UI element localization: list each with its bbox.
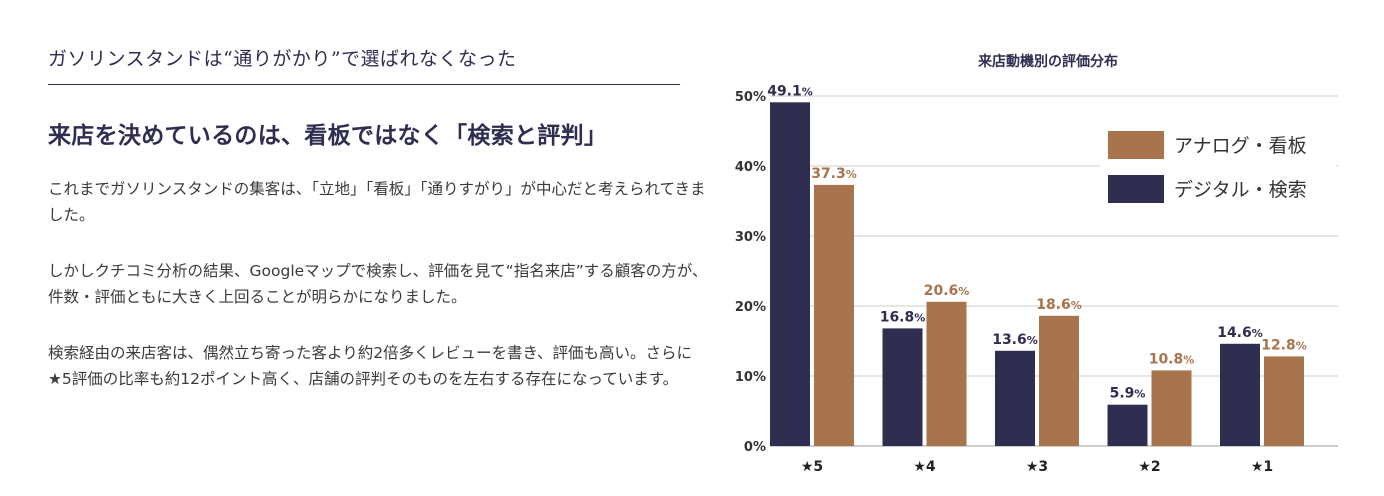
rating-distribution-chart: 来店動機別の評価分布 0% 10% 20% 30% 40% 50% 49.1% 37.3% 1… — [700, 0, 1384, 496]
data-label: 13.6% — [992, 332, 1038, 348]
x-tick-label: ★4 — [913, 459, 936, 475]
headline: 来店を決めているのは、看板ではなく「検索と評判」 — [48, 123, 608, 149]
bar-analog — [1151, 370, 1192, 446]
bar-analog — [814, 184, 854, 446]
bar-digital — [995, 350, 1035, 446]
section-divider — [48, 84, 680, 85]
section-title: ガソリンスタンドは“通りがかり”で選ばれなくなった — [48, 48, 517, 70]
legend-swatch — [1108, 131, 1164, 159]
data-label: 20.6% — [924, 283, 970, 299]
legend-swatch — [1108, 175, 1164, 203]
x-tick-label: ★2 — [1138, 459, 1160, 475]
bar-analog — [1039, 315, 1079, 446]
x-tick-label: ★5 — [801, 459, 823, 475]
bar-digital — [1220, 343, 1260, 446]
data-label: 5.9% — [1110, 386, 1146, 402]
data-labels: 49.1% 37.3% 16.8% 20.6% 13.6% 18.6% 5.9% 10.8% 1… — [767, 83, 1307, 401]
bar-analog — [926, 301, 967, 446]
bar-digital — [770, 102, 810, 447]
y-tick-label: 10% — [735, 370, 766, 385]
legend-label: アナログ・看板 — [1174, 135, 1307, 157]
bar-digital — [882, 328, 923, 446]
x-tick-label: ★1 — [1251, 459, 1273, 475]
y-tick-label: 40% — [735, 160, 766, 175]
x-axis: ★5 ★4 ★3 ★2 ★1 — [801, 459, 1273, 475]
y-tick-label: 30% — [735, 230, 766, 245]
x-tick-label: ★3 — [1026, 459, 1048, 475]
data-label: 12.8% — [1261, 337, 1307, 353]
y-tick-label: 50% — [735, 90, 766, 105]
paragraph-3: 検索経由の来店客は、偶然立ち寄った客より約2倍多くレビューを書き、評価も高い。さ… — [48, 344, 692, 388]
paragraph-2: しかしクチコミ分析の結果、Googleマップで検索し、評価を見て“指名来店”する… — [48, 262, 708, 306]
data-label: 49.1% — [767, 83, 813, 99]
bars — [770, 102, 1304, 447]
y-tick-label: 20% — [735, 300, 766, 315]
y-axis: 0% 10% 20% 30% 40% 50% — [735, 90, 766, 455]
data-label: 18.6% — [1036, 297, 1082, 313]
chart-svg: 来店動機別の評価分布 0% 10% 20% 30% 40% 50% 49.1% 37.3% 1… — [735, 53, 1338, 475]
bar-digital — [1107, 404, 1148, 446]
data-label: 14.6% — [1217, 325, 1263, 341]
data-label: 37.3% — [811, 166, 857, 182]
chart-title: 来店動機別の評価分布 — [977, 53, 1118, 70]
paragraph-1: これまでガソリンスタンドの集客は、「立地」「看板」「通りすがり」が中心だと考えら… — [48, 180, 706, 224]
data-label: 10.8% — [1149, 351, 1195, 367]
bar-analog — [1264, 356, 1304, 446]
legend-label: デジタル・検索 — [1174, 179, 1307, 201]
data-label: 16.8% — [880, 309, 926, 325]
y-tick-label: 0% — [744, 440, 766, 455]
